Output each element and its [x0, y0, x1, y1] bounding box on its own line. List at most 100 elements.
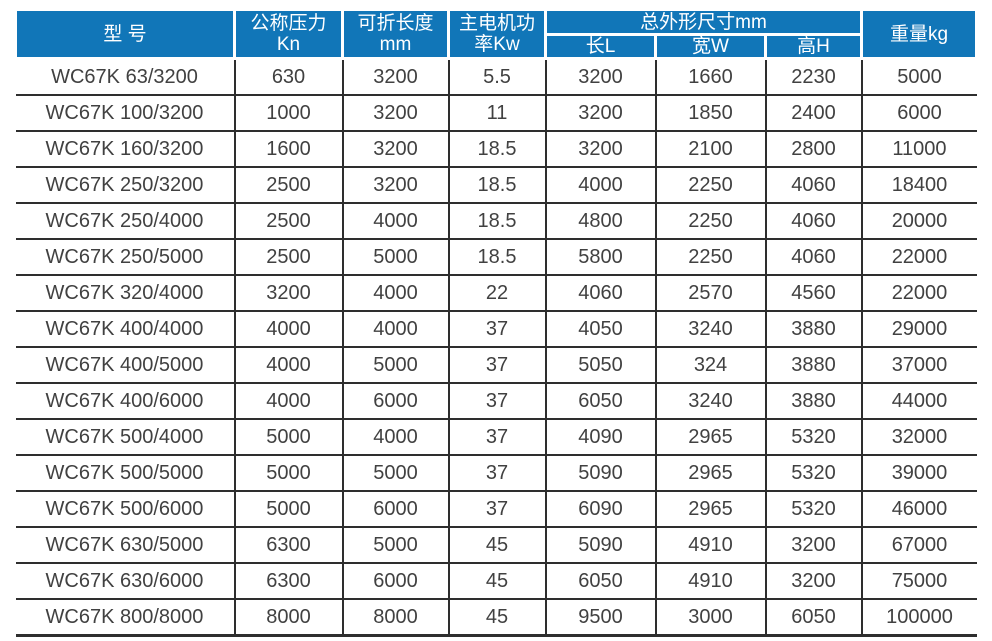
value-cell: 39000 — [860, 454, 977, 491]
value-cell: 3200 — [544, 130, 656, 167]
model-cell: WC67K 250/3200 — [15, 166, 235, 203]
value-cell: 11 — [447, 94, 546, 131]
table-row: WC67K 63/3200 630 3200 5.5 3200 1660 2230 5000 — [15, 58, 977, 95]
value-cell: 6050 — [764, 598, 862, 637]
value-cell: 4060 — [544, 274, 656, 311]
model-cell: WC67K 500/6000 — [15, 490, 235, 527]
value-cell: 6000 — [341, 382, 449, 419]
table-row: WC67K 500/5000 5000 5000 37 5090 2965 5320 3900… — [15, 454, 977, 491]
model-cell: WC67K 250/5000 — [15, 238, 235, 275]
value-cell: 4090 — [544, 418, 656, 455]
value-cell: 37 — [447, 490, 546, 527]
header-fold-length-line1: 可折长度 — [357, 13, 434, 34]
value-cell: 2250 — [654, 166, 766, 203]
model-cell: WC67K 100/3200 — [15, 94, 235, 131]
value-cell: 5.5 — [447, 58, 546, 95]
value-cell: 5090 — [544, 454, 656, 491]
value-cell: 45 — [447, 562, 546, 599]
header-row-sub: 长L 宽W 高H — [16, 33, 977, 60]
value-cell: 2500 — [233, 166, 343, 203]
value-cell: 22000 — [860, 238, 977, 275]
value-cell: 2965 — [654, 490, 766, 527]
value-cell: 45 — [447, 526, 546, 563]
value-cell: 6000 — [341, 562, 449, 599]
value-cell: 4000 — [544, 166, 656, 203]
value-cell: 6000 — [341, 490, 449, 527]
value-cell: 3200 — [341, 130, 449, 167]
value-cell: 45 — [447, 598, 546, 637]
value-cell: 3880 — [764, 310, 862, 347]
header-dim-height: 高H — [764, 33, 863, 60]
table-header: 型 号 公称压力 Kn 可折长度 mm 主电机功 率Kw 总外形尺寸mm — [14, 8, 978, 60]
value-cell: 2800 — [764, 130, 862, 167]
value-cell: 5090 — [544, 526, 656, 563]
value-cell: 75000 — [860, 562, 977, 599]
value-cell: 2250 — [654, 238, 766, 275]
value-cell: 2965 — [654, 418, 766, 455]
value-cell: 1850 — [654, 94, 766, 131]
value-cell: 1660 — [654, 58, 766, 95]
value-cell: 2965 — [654, 454, 766, 491]
value-cell: 6050 — [544, 382, 656, 419]
model-cell: WC67K 500/4000 — [15, 418, 235, 455]
value-cell: 2100 — [654, 130, 766, 167]
value-cell: 18.5 — [447, 130, 546, 167]
value-cell: 2570 — [654, 274, 766, 311]
value-cell: 4560 — [764, 274, 862, 311]
header-row-main: 型 号 公称压力 Kn 可折长度 mm 主电机功 率Kw 总外形尺寸mm — [14, 8, 978, 60]
header-motor-power-line2: 率Kw — [474, 34, 520, 55]
table-row: WC67K 800/8000 8000 8000 45 9500 3000 6050 1000… — [15, 598, 977, 637]
model-cell: WC67K 630/6000 — [15, 562, 235, 599]
header-dim-length-label: 长L — [585, 36, 616, 57]
table-row: WC67K 160/3200 1600 3200 18.5 3200 2100 2800 11… — [15, 130, 977, 167]
value-cell: 4000 — [233, 310, 343, 347]
model-cell: WC67K 400/6000 — [15, 382, 235, 419]
value-cell: 3880 — [764, 346, 862, 383]
spec-table: 型 号 公称压力 Kn 可折长度 mm 主电机功 率Kw 总外形尺寸mm — [14, 8, 978, 637]
value-cell: 20000 — [860, 202, 977, 239]
model-cell: WC67K 63/3200 — [15, 58, 235, 95]
table-row: WC67K 400/4000 4000 4000 37 4050 3240 3880 2900… — [15, 310, 977, 347]
value-cell: 4910 — [654, 562, 766, 599]
value-cell: 4910 — [654, 526, 766, 563]
table-row: WC67K 100/3200 1000 3200 11 3200 1850 2400 6000 — [15, 94, 977, 131]
value-cell: 37000 — [860, 346, 977, 383]
value-cell: 3200 — [341, 94, 449, 131]
value-cell: 6000 — [860, 94, 977, 131]
value-cell: 4000 — [233, 382, 343, 419]
value-cell: 18.5 — [447, 166, 546, 203]
value-cell: 11000 — [860, 130, 977, 167]
model-cell: WC67K 500/5000 — [15, 454, 235, 491]
value-cell: 8000 — [233, 598, 343, 637]
value-cell: 4800 — [544, 202, 656, 239]
value-cell: 4000 — [341, 310, 449, 347]
value-cell: 4000 — [341, 418, 449, 455]
value-cell: 3880 — [764, 382, 862, 419]
header-dim-height-label: 高H — [797, 36, 830, 57]
value-cell: 2230 — [764, 58, 862, 95]
table-row: WC67K 400/5000 4000 5000 37 5050 324 3880 37000 — [15, 346, 977, 383]
header-weight-label: 重量kg — [889, 23, 949, 45]
header-dim-width-label: 宽W — [692, 36, 729, 57]
value-cell: 8000 — [341, 598, 449, 637]
model-cell: WC67K 320/4000 — [15, 274, 235, 311]
table-row: WC67K 630/5000 6300 5000 45 5090 4910 3200 6700… — [15, 526, 977, 563]
value-cell: 5000 — [233, 418, 343, 455]
value-cell: 5000 — [860, 58, 977, 95]
value-cell: 4060 — [764, 202, 862, 239]
value-cell: 6090 — [544, 490, 656, 527]
header-nominal-pressure: 公称压力 Kn — [233, 8, 344, 60]
header-fold-length-line2: mm — [379, 34, 412, 55]
value-cell: 630 — [233, 58, 343, 95]
header-overall-dimensions-label: 总外形尺寸mm — [640, 11, 767, 33]
value-cell: 5000 — [233, 490, 343, 527]
value-cell: 67000 — [860, 526, 977, 563]
value-cell: 18.5 — [447, 202, 546, 239]
value-cell: 22000 — [860, 274, 977, 311]
value-cell: 37 — [447, 418, 546, 455]
value-cell: 3240 — [654, 310, 766, 347]
value-cell: 4000 — [341, 202, 449, 239]
value-cell: 2250 — [654, 202, 766, 239]
header-motor-power-line1: 主电机功 — [458, 13, 535, 34]
